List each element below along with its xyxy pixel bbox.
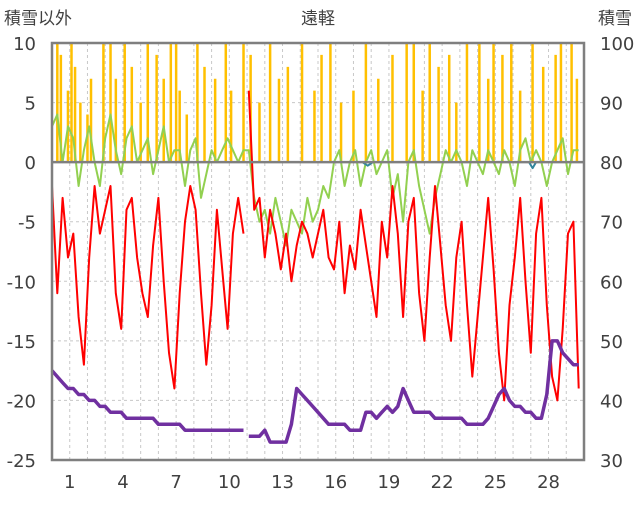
y-left-tick-label: -15: [7, 332, 36, 353]
y-axis-left-label: 積雪以外: [4, 9, 72, 29]
x-tick-label: 28: [537, 472, 560, 493]
y-right-tick-label: 40: [600, 391, 623, 412]
y-left-tick-label: 5: [25, 94, 36, 115]
y-left-tick-label: -25: [7, 451, 36, 472]
y-left-tick-label: 10: [13, 34, 36, 55]
x-tick-label: 25: [484, 472, 507, 493]
x-tick-label: 4: [117, 472, 128, 493]
y-right-tick-label: 30: [600, 451, 623, 472]
y-right-tick-label: 60: [600, 272, 623, 293]
series-3-line: [50, 369, 244, 432]
x-tick-label: 1: [64, 472, 75, 493]
series-layer: [50, 43, 580, 444]
y-right-tick-label: 80: [600, 153, 623, 174]
y-axis-right-label: 積雪: [598, 9, 632, 29]
y-left-tick-label: -20: [7, 391, 36, 412]
y-right-tick-label: 70: [600, 213, 623, 234]
series-2-line: [247, 90, 580, 402]
y-right-tick-label: 50: [600, 332, 623, 353]
x-tick-label: 16: [324, 472, 347, 493]
x-tick-label: 19: [377, 472, 400, 493]
y-left-tick-label: -5: [18, 213, 36, 234]
y-right-tick-label: 100: [600, 34, 634, 55]
series-2-line: [51, 185, 245, 390]
x-tick-label: 13: [271, 472, 294, 493]
chart-title: 遠軽: [301, 9, 335, 29]
series-3-line: [248, 339, 579, 444]
series-1-line: [51, 113, 579, 247]
x-tick-label: 10: [218, 472, 241, 493]
y-right-tick-label: 90: [600, 94, 623, 115]
series-4-line: [528, 161, 537, 170]
x-tick-label: 7: [170, 472, 181, 493]
grid-layer: [52, 43, 584, 460]
plot-frame: [50, 41, 586, 462]
y-left-tick-label: 0: [25, 153, 36, 174]
y-left-tick-label: -10: [7, 272, 36, 293]
x-tick-label: 22: [431, 472, 454, 493]
